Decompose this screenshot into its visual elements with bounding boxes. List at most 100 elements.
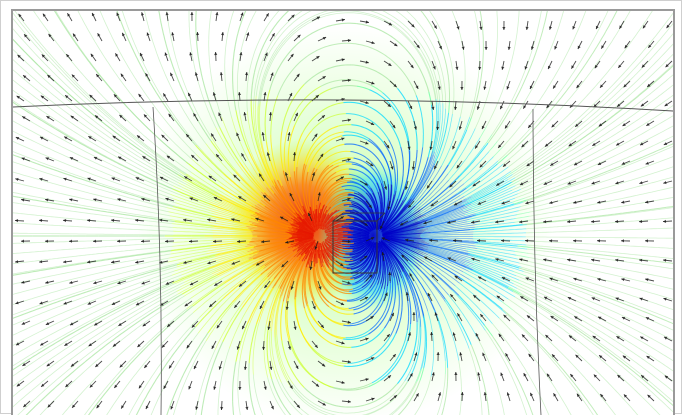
streamline-segment [149,380,156,391]
streamline-segment [54,200,67,202]
streamline-segment [79,46,87,57]
streamline-segment [516,87,522,99]
streamline-segment [605,222,618,223]
streamline-segment [13,201,15,203]
streamline-segment [626,332,638,339]
streamline-segment [52,167,64,172]
streamline-segment [423,13,430,24]
streamline-segment [597,335,608,342]
streamline-segment [32,41,41,51]
streamline-segment [41,276,54,279]
streamline-segment [13,116,15,122]
streamline-segment [276,15,285,25]
streamline-segment [625,137,637,143]
streamline-segment [621,171,633,175]
streamline-segment [566,254,579,256]
streamline-segment [66,187,79,190]
streamline-segment [585,54,592,65]
streamline-segment [611,159,623,164]
streamline-segment [27,332,39,338]
streamline-segment [553,97,561,107]
streamline-segment [330,13,343,15]
streamline-segment [56,363,67,371]
streamline-segment [601,350,611,358]
streamline-segment [60,130,71,137]
streamline-segment [13,222,15,223]
streamline-segment [25,378,35,386]
streamline-segment [103,190,116,194]
streamline-segment [289,13,299,21]
streamline-segment [544,306,555,313]
streamline-segment [66,285,79,289]
streamline-segment [241,37,244,50]
streamline-segment [645,219,658,220]
streamline-segment [639,112,650,119]
streamline-segment [181,367,187,379]
streamline-segment [123,138,134,146]
streamline-segment [571,188,584,192]
streamline-segment [75,66,84,76]
streamline-segment [582,274,595,277]
streamline-segment [613,318,625,324]
streamline-segment [33,115,44,122]
streamline-segment [106,156,118,162]
streamline-segment [618,245,631,246]
streamline-segment [547,11,550,12]
streamline-segment [84,76,93,86]
streamline-segment [658,228,671,229]
streamline-segment [80,205,93,207]
streamline-segment [560,130,570,138]
streamline-segment [382,20,394,27]
streamline-segment [189,26,190,39]
streamline-segment [671,174,673,178]
streamline-segment [629,111,640,119]
streamline-segment [627,341,638,348]
streamline-segment [581,314,593,320]
streamline-segment [53,289,66,293]
streamline-segment [55,225,68,226]
streamline-segment [15,203,28,205]
streamline-segment [118,266,131,269]
streamline-segment [139,360,147,370]
streamline-segment [86,304,98,309]
streamline-segment [86,57,94,68]
streamline-segment [37,116,48,123]
streamline-segment [45,88,55,97]
streamline-segment [580,211,593,213]
streamline-segment [13,334,15,340]
streamline-segment [619,196,632,199]
streamline-segment [13,375,15,383]
streamline-segment [600,157,612,163]
streamline-segment [568,207,581,209]
streamline-segment [115,137,126,145]
streamline-segment [559,279,572,283]
streamline-segment [70,129,81,136]
streamline-segment [621,292,634,296]
streamline-segment [38,126,50,133]
streamline-segment [201,405,203,415]
field-plot-area[interactable] [11,9,675,415]
streamline-segment [80,268,93,271]
streamline-segment [579,249,592,250]
streamline-segment [671,258,673,259]
streamline-segment [633,288,646,292]
streamline-segment [72,176,85,180]
streamline-segment [109,212,122,214]
streamline-segment [633,84,643,93]
streamline-segment [175,71,180,83]
streamline-segment [28,251,41,252]
streamline-segment [209,26,210,39]
streamline-segment [554,215,567,217]
streamline-segment [112,37,118,49]
streamline-segment [281,315,282,328]
streamline-segment [28,176,41,180]
streamline-segment [94,228,107,229]
streamline-segment [130,123,140,132]
streamline-segment [612,151,624,157]
streamline-segment [606,20,612,32]
streamline-segment [49,132,61,138]
streamline-segment [671,228,673,229]
streamline-segment [198,52,200,65]
streamline-segment [13,126,15,132]
streamline-segment [513,240,526,241]
